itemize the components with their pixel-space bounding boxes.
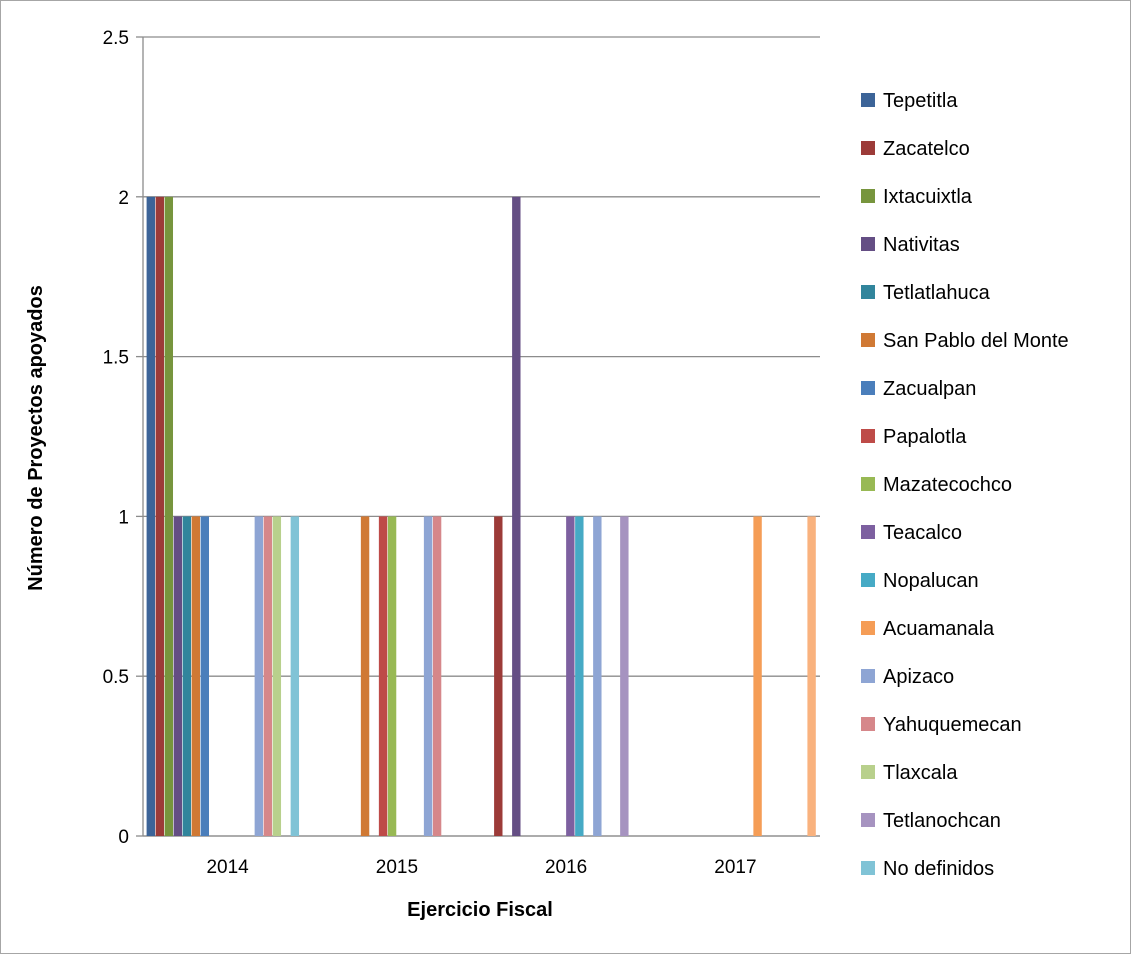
- bar: [272, 516, 282, 836]
- legend-label: Yahuquemecan: [883, 714, 1022, 736]
- legend-label: Papalotla: [883, 426, 967, 448]
- y-tick-label: 1.5: [103, 348, 129, 369]
- y-axis-title: Número de Proyectos apoyados: [25, 285, 47, 591]
- x-tick-label: 2015: [376, 857, 418, 878]
- legend-swatch: [861, 285, 875, 299]
- legend-label: Tepetitla: [883, 90, 958, 112]
- bar: [566, 516, 575, 836]
- legend-label: Tetlatlahuca: [883, 282, 991, 304]
- bar: [360, 516, 370, 836]
- legend-swatch: [861, 813, 875, 827]
- legend-swatch: [861, 525, 875, 539]
- bar: [290, 516, 300, 836]
- bar: [378, 516, 388, 836]
- bar: [146, 196, 155, 837]
- bar: [494, 516, 503, 836]
- bar: [155, 196, 164, 837]
- legend-label: San Pablo del Monte: [883, 330, 1069, 352]
- legend-swatch: [861, 189, 875, 203]
- bar: [423, 516, 433, 836]
- x-tick-label: 2017: [714, 857, 756, 878]
- bar: [512, 196, 521, 837]
- y-tick-label: 1: [118, 507, 129, 528]
- bar: [164, 196, 174, 837]
- legend-label: No definidos: [883, 858, 994, 880]
- legend-swatch: [861, 381, 875, 395]
- bars: [146, 196, 816, 837]
- legend-label: Teacalco: [883, 522, 962, 544]
- bar: [173, 516, 183, 836]
- bar: [432, 516, 442, 836]
- bar: [191, 516, 201, 836]
- legend-label: Zacualpan: [883, 378, 976, 400]
- bar: [807, 516, 816, 836]
- x-axis-title: Ejercicio Fiscal: [407, 899, 553, 921]
- legend-swatch: [861, 573, 875, 587]
- legend-label: Tlaxcala: [883, 762, 958, 784]
- bar: [387, 516, 397, 836]
- y-tick-label: 0: [118, 827, 129, 848]
- legend-swatch: [861, 237, 875, 251]
- legend-swatch: [861, 717, 875, 731]
- bar: [620, 516, 629, 836]
- legend-label: Zacatelco: [883, 138, 970, 160]
- legend-swatch: [861, 765, 875, 779]
- legend-swatch: [861, 669, 875, 683]
- legend-label: Apizaco: [883, 666, 954, 688]
- bar: [200, 516, 210, 836]
- x-tick-label: 2016: [545, 857, 587, 878]
- legend-swatch: [861, 93, 875, 107]
- bar: [182, 516, 192, 836]
- legend-swatch: [861, 141, 875, 155]
- bar: [593, 516, 602, 836]
- bar: [263, 516, 273, 836]
- legend-swatch: [861, 861, 875, 875]
- bar: [753, 516, 762, 836]
- legend: Tepetitla Zacatelco Ixtacuixtla Nativitas Te…: [861, 90, 1069, 880]
- bar: [575, 516, 584, 836]
- legend-swatch: [861, 621, 875, 635]
- legend-label: Nativitas: [883, 234, 960, 256]
- gridlines: [136, 36, 820, 837]
- legend-label: Acuamanala: [883, 618, 995, 640]
- y-tick-label: 0.5: [103, 667, 129, 688]
- legend-label: Tetlanochcan: [883, 810, 1001, 832]
- legend-label: Nopalucan: [883, 570, 979, 592]
- legend-swatch: [861, 477, 875, 491]
- x-tick-labels: 2014 2015 2016 2017: [206, 857, 756, 878]
- y-tick-label: 2: [118, 188, 129, 209]
- legend-label: Ixtacuixtla: [883, 186, 973, 208]
- x-tick-label: 2014: [206, 857, 249, 878]
- legend-swatch: [861, 333, 875, 347]
- legend-swatch: [861, 429, 875, 443]
- bar: [254, 516, 264, 836]
- y-tick-labels: 0 0.5 1 1.5 2 2.5: [103, 28, 129, 848]
- legend-label: Mazatecochco: [883, 474, 1012, 496]
- y-tick-label: 2.5: [103, 28, 129, 49]
